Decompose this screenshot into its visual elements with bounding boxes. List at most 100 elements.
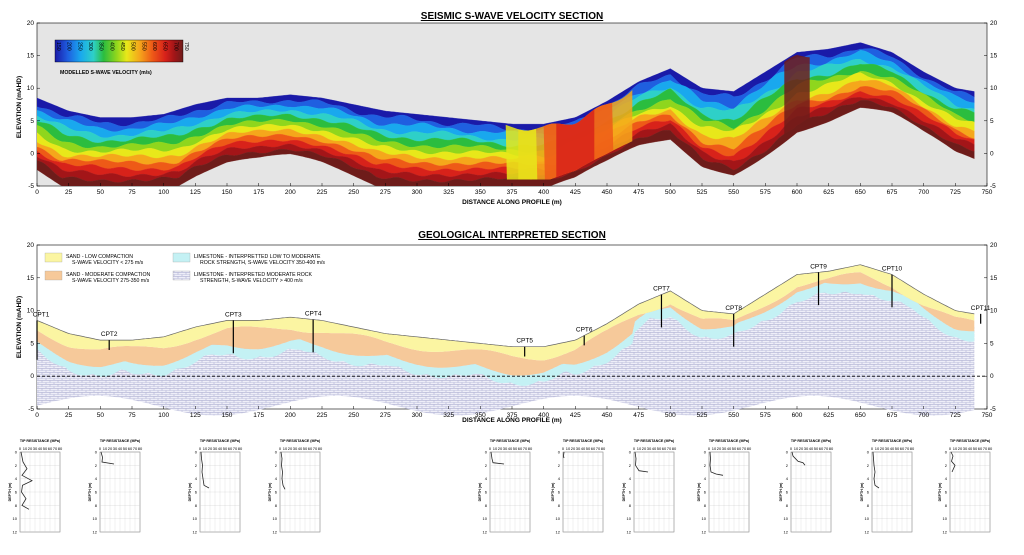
- cpt-log-depth-tick: 8: [704, 503, 707, 508]
- cpt-label: CPT5: [516, 338, 533, 345]
- x-tick-label: 250: [348, 412, 359, 419]
- cpt-log-depth-tick: 10: [702, 516, 707, 521]
- x-tick-label: 650: [855, 189, 866, 196]
- cpt-log-depth-label: DEPTH (m): [860, 482, 864, 502]
- x-tick-label: 725: [950, 189, 961, 196]
- cpt-log-x-tick: 40: [298, 446, 303, 451]
- x-tick-label: 375: [507, 412, 518, 419]
- legend-swatch-lime-low: [172, 252, 191, 263]
- x-tick-label: 150: [222, 189, 233, 196]
- cpt-log-trace: [791, 451, 806, 466]
- cpt-log-trace: [563, 451, 565, 459]
- cpt-log-depth-tick: 2: [704, 463, 707, 468]
- y-tick-label: 20: [27, 242, 35, 249]
- cpt-log-x-tick: 20: [958, 446, 963, 451]
- cpt-log-depth-tick: 12: [865, 530, 870, 535]
- cpt-log-depth-tick: 2: [95, 463, 98, 468]
- cpt-log-depth-tick: 6: [485, 490, 488, 495]
- cpt-log-x-tick: 0: [279, 446, 282, 451]
- x-tick-label: 400: [538, 412, 549, 419]
- cpt-log-x-tick: 40: [890, 446, 895, 451]
- cpt-log-depth-tick: 8: [195, 503, 198, 508]
- cpt-log-title: TIP RESISTANCE (MPa): [100, 439, 141, 443]
- x-tick-label: 625: [823, 412, 834, 419]
- cpt-log-x-tick: 70: [742, 446, 747, 451]
- cpt-log-depth-label: DEPTH (m): [697, 482, 701, 502]
- x-tick-label: 275: [380, 412, 391, 419]
- cpt-log-depth-tick: 2: [15, 463, 18, 468]
- cpt-log-x-tick: 30: [963, 446, 968, 451]
- seismic-axes: 0 25 50 75 100 125 150 175 200 225 250 275 300 325 350…: [27, 20, 998, 196]
- cpt-log-title: TIP RESISTANCE (MPa): [563, 439, 604, 443]
- cpt-log-x-tick: 30: [293, 446, 298, 451]
- x-tick-label: 125: [190, 412, 201, 419]
- cpt-log-x-tick: 60: [308, 446, 313, 451]
- x-tick-label: 200: [285, 189, 296, 196]
- x-tick-label: 725: [950, 412, 961, 419]
- x-tick-label: 300: [412, 189, 423, 196]
- cpt-log-depth-tick: 6: [195, 490, 198, 495]
- limestone-low: [37, 282, 975, 386]
- cpt-log-x-tick: 80: [528, 446, 533, 451]
- colorbar-tick: 700: [172, 42, 178, 51]
- y-tick-label-right: -5: [990, 183, 996, 190]
- x-tick-label: 450: [602, 412, 613, 419]
- cpt-log-depth-tick: 12: [627, 530, 632, 535]
- cpt-log: TIP RESISTANCE (MPa)0 10 20 30 40 50 60 70 80024…: [860, 439, 915, 535]
- cpt-log-depth-tick: 12: [93, 530, 98, 535]
- cpt-log-x-tick: 20: [717, 446, 722, 451]
- cpt-log-depth-tick: 4: [704, 476, 707, 481]
- colorbar-tick: 750: [183, 42, 189, 51]
- x-tick-label: 750: [982, 189, 993, 196]
- cpt-log-depth-tick: 6: [786, 490, 789, 495]
- cpt-label: CPT4: [305, 311, 322, 318]
- cpt-log-depth-tick: 4: [786, 476, 789, 481]
- cpt-log-x-tick: 80: [988, 446, 993, 451]
- cpt-log-depth-tick: 12: [273, 530, 278, 535]
- cpt-log-x-tick: 0: [19, 446, 22, 451]
- cpt-log-x-tick: 20: [108, 446, 113, 451]
- legend-lime-low-2: ROCK STRENGTH, S-WAVE VELOCITY 350-400 m…: [200, 260, 325, 266]
- cpt-log-depth-tick: 8: [275, 503, 278, 508]
- cpt-log-depth-tick: 10: [784, 516, 789, 521]
- x-tick-label: 300: [412, 412, 423, 419]
- cpt-log: TIP RESISTANCE (MPa)0 10 20 30 40 50 60 70 80024…: [779, 439, 834, 535]
- cpt-log-x-tick: 0: [489, 446, 492, 451]
- x-tick-label: 125: [190, 189, 201, 196]
- cpt-log-depth-tick: 10: [13, 516, 18, 521]
- geology-title: GEOLOGICAL INTERPRETED SECTION: [418, 230, 606, 241]
- cpt-log-x-tick: 60: [591, 446, 596, 451]
- cpt-log-x-tick: 10: [953, 446, 958, 451]
- x-tick-label: 0: [35, 189, 39, 196]
- cpt-log-title: TIP RESISTANCE (MPa): [950, 439, 991, 443]
- x-tick-label: 400: [538, 189, 549, 196]
- geology-section: GEOLOGICAL INTERPRETED SECTION 0 25 50 75 10…: [16, 230, 998, 424]
- y-tick-label-right: 20: [990, 242, 998, 249]
- y-tick-label: 20: [27, 20, 35, 27]
- cpt-log-title: TIP RESISTANCE (MPa): [709, 439, 750, 443]
- cpt-log-depth-tick: 4: [945, 476, 948, 481]
- x-tick-label: 425: [570, 189, 581, 196]
- cpt-log-depth-tick: 0: [786, 450, 789, 455]
- limestone-moderate: [37, 278, 975, 416]
- cpt-label: CPT7: [653, 286, 670, 293]
- legend-lime-mod-2: STRENGTH, S-WAVE VELOCITY > 400 m/s: [200, 278, 303, 284]
- cpt-log-x-tick: 10: [875, 446, 880, 451]
- cpt-log-x-tick: 50: [43, 446, 48, 451]
- cpt-log-depth-tick: 12: [193, 530, 198, 535]
- x-tick-label: 700: [918, 412, 929, 419]
- x-tick-label: 750: [982, 412, 993, 419]
- cpt-log-x-tick: 0: [708, 446, 711, 451]
- cpt-label: CPT11: [971, 305, 991, 312]
- cpt-log-x-tick: 10: [23, 446, 28, 451]
- colorbar-tick: 250: [76, 42, 82, 51]
- cpt-log-depth-tick: 12: [943, 530, 948, 535]
- x-tick-label: 475: [633, 412, 644, 419]
- cpt-log-x-tick: 70: [596, 446, 601, 451]
- cpt-log-x-tick: 20: [208, 446, 213, 451]
- cpt-log-x-tick: 30: [804, 446, 809, 451]
- colorbar-gradient: [54, 39, 184, 63]
- cpt-log-depth-tick: 4: [95, 476, 98, 481]
- cpt-log-depth-tick: 12: [784, 530, 789, 535]
